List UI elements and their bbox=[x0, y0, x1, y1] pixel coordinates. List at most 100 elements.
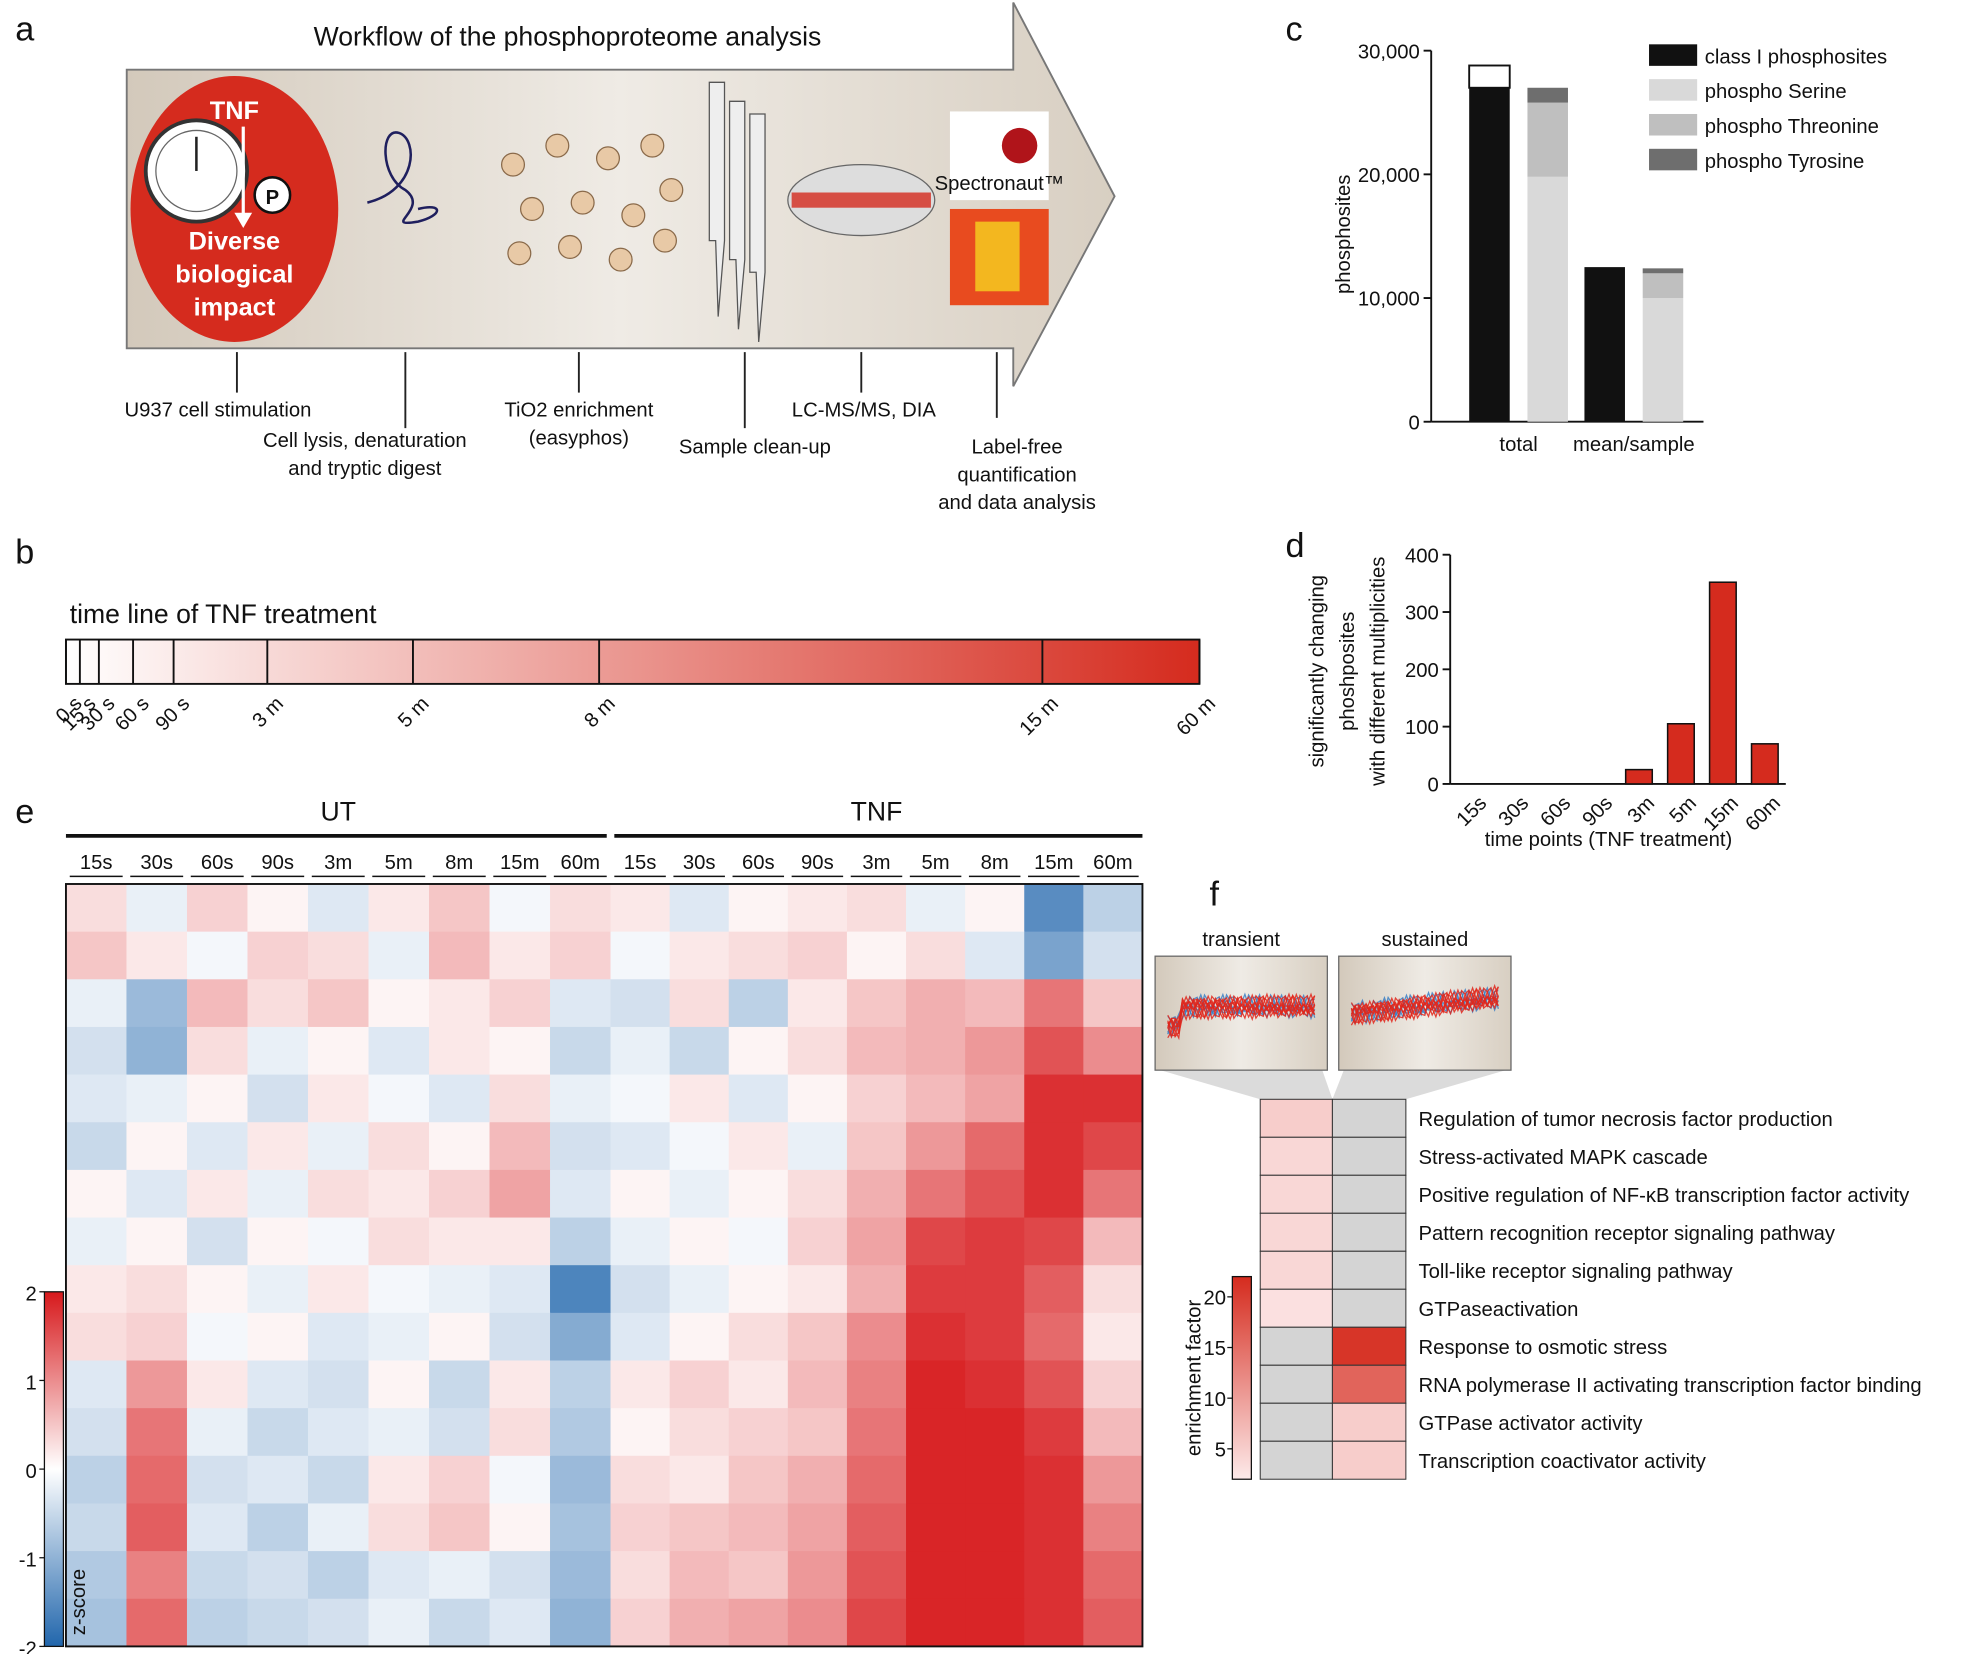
heatmap-cell bbox=[247, 883, 309, 933]
heatmap-cell bbox=[1024, 1074, 1084, 1123]
beads-icon bbox=[500, 133, 684, 272]
heatmap-cell bbox=[728, 1551, 789, 1600]
heatmap-cell bbox=[126, 979, 188, 1028]
step-label: LC-MS/MS, DIA bbox=[792, 400, 937, 422]
heatmap-cell bbox=[550, 1551, 612, 1600]
heatmap-cell bbox=[126, 1360, 188, 1409]
bar-segment bbox=[1469, 87, 1510, 422]
heatmap-cell bbox=[368, 1503, 430, 1552]
timeline-title: time line of TNF treatment bbox=[70, 599, 377, 629]
heatmap-cell bbox=[1083, 1598, 1144, 1648]
column-label: 5m bbox=[385, 852, 413, 874]
workflow-arrow bbox=[125, 2, 1116, 387]
heatmap-cell bbox=[307, 1408, 370, 1457]
y-tick-label: 0 bbox=[1428, 775, 1439, 797]
trace bbox=[1350, 985, 1499, 1024]
heatmap-cell bbox=[368, 1455, 430, 1505]
x-tick-label: 60s bbox=[1537, 792, 1576, 831]
heatmap-cell bbox=[65, 1122, 128, 1171]
heatmap-cell bbox=[906, 1455, 966, 1505]
heatmap-cell bbox=[906, 1312, 966, 1362]
heatmap-cell bbox=[429, 1503, 491, 1552]
heatmap-cell bbox=[906, 1551, 966, 1600]
timepoint-label: 15 m bbox=[1016, 693, 1063, 740]
term-label: GTPase activator activity bbox=[1419, 1413, 1644, 1435]
heatmap-cell bbox=[1024, 1217, 1084, 1266]
legend-swatch bbox=[1649, 113, 1698, 136]
heatmap-cell bbox=[1024, 1312, 1084, 1362]
legend-swatch bbox=[1649, 44, 1698, 66]
phospho-circle bbox=[253, 176, 292, 215]
column-label: 90s bbox=[261, 852, 294, 874]
heatmap-cell bbox=[126, 1408, 188, 1457]
heatmap-cell bbox=[846, 1217, 907, 1266]
heatmap-cell bbox=[669, 1122, 730, 1171]
heatmap-cell bbox=[307, 1360, 370, 1409]
heatmap-cell bbox=[368, 1122, 430, 1171]
heatmap-cell bbox=[787, 1503, 848, 1552]
heatmap-cell bbox=[965, 1217, 1025, 1266]
heatmap-cell bbox=[307, 1265, 370, 1314]
heatmap-cell bbox=[368, 1169, 430, 1219]
software-label: Spectronaut™ bbox=[935, 173, 1064, 195]
column-label: 60s bbox=[201, 852, 234, 874]
timepoint-label: 5 m bbox=[394, 693, 433, 732]
heatmap-cell bbox=[186, 1265, 249, 1314]
heatmap-cell bbox=[65, 1455, 128, 1505]
column-label: 3m bbox=[324, 852, 352, 874]
heatmap-cell bbox=[368, 1312, 430, 1362]
legend-label: phospho Threonine bbox=[1705, 116, 1879, 138]
heatmap-cell bbox=[728, 1169, 789, 1219]
heatmap-cell bbox=[669, 1503, 730, 1552]
heatmap-cell bbox=[906, 1360, 966, 1409]
heatmap-cell bbox=[65, 1169, 128, 1219]
heatmap-cell bbox=[669, 1265, 730, 1314]
column-label: 60m bbox=[1093, 852, 1132, 874]
heatmap-cell bbox=[1259, 1440, 1333, 1480]
heatmap-cell bbox=[906, 931, 966, 980]
heatmap-cell bbox=[1083, 979, 1144, 1028]
heatmap-cell bbox=[846, 979, 907, 1028]
x-tick-label: 90s bbox=[1578, 792, 1617, 831]
term-label: GTPaseactivation bbox=[1419, 1299, 1579, 1321]
heatmap-cell bbox=[550, 1026, 612, 1076]
heatmap-cell bbox=[126, 1598, 188, 1648]
heatmap-cell bbox=[307, 1455, 370, 1505]
heatmap-cell bbox=[368, 931, 430, 980]
heatmap-cell bbox=[669, 1598, 730, 1648]
heatmap-cell bbox=[906, 883, 966, 933]
heatmap-cell bbox=[1259, 1212, 1333, 1252]
heatmap-cell bbox=[186, 1217, 249, 1266]
heatmap-cell bbox=[965, 1265, 1025, 1314]
step-label: and data analysis bbox=[938, 492, 1096, 514]
heatmap-cell bbox=[247, 1169, 309, 1219]
heatmap-cell bbox=[1083, 883, 1144, 933]
heatmap-cell bbox=[368, 1026, 430, 1076]
column-label: 8m bbox=[445, 852, 473, 874]
heatmap-cell bbox=[307, 1551, 370, 1600]
heatmap-cell bbox=[126, 1169, 188, 1219]
heatmap-cell bbox=[307, 1026, 370, 1076]
heatmap-cell bbox=[247, 1312, 309, 1362]
heatmap-cell bbox=[610, 1408, 671, 1457]
heatmap-cell bbox=[307, 1503, 370, 1552]
column-label: 3m bbox=[862, 852, 890, 874]
heatmap-cell bbox=[965, 1598, 1025, 1648]
term-label: RNA polymerase II activating transcripti… bbox=[1419, 1375, 1922, 1397]
heatmap-cell bbox=[610, 1598, 671, 1648]
heatmap-cell bbox=[669, 1360, 730, 1409]
heatmap-cell bbox=[1331, 1212, 1407, 1252]
colorbar-tick-label: 20 bbox=[1203, 1287, 1226, 1309]
heatmap-cell bbox=[368, 1551, 430, 1600]
heatmap-cell bbox=[489, 1455, 551, 1505]
heatmap-cell bbox=[728, 1503, 789, 1552]
heatmap-cell bbox=[1024, 1551, 1084, 1600]
bar-segment bbox=[1642, 273, 1684, 299]
heatmap-cell bbox=[186, 1074, 249, 1123]
heatmap-cell bbox=[307, 1312, 370, 1362]
y-tick-label: 0 bbox=[1409, 412, 1420, 434]
heatmap-cell bbox=[247, 1551, 309, 1600]
heatmap-cell bbox=[550, 1360, 612, 1409]
heatmap-cell bbox=[906, 1122, 966, 1171]
